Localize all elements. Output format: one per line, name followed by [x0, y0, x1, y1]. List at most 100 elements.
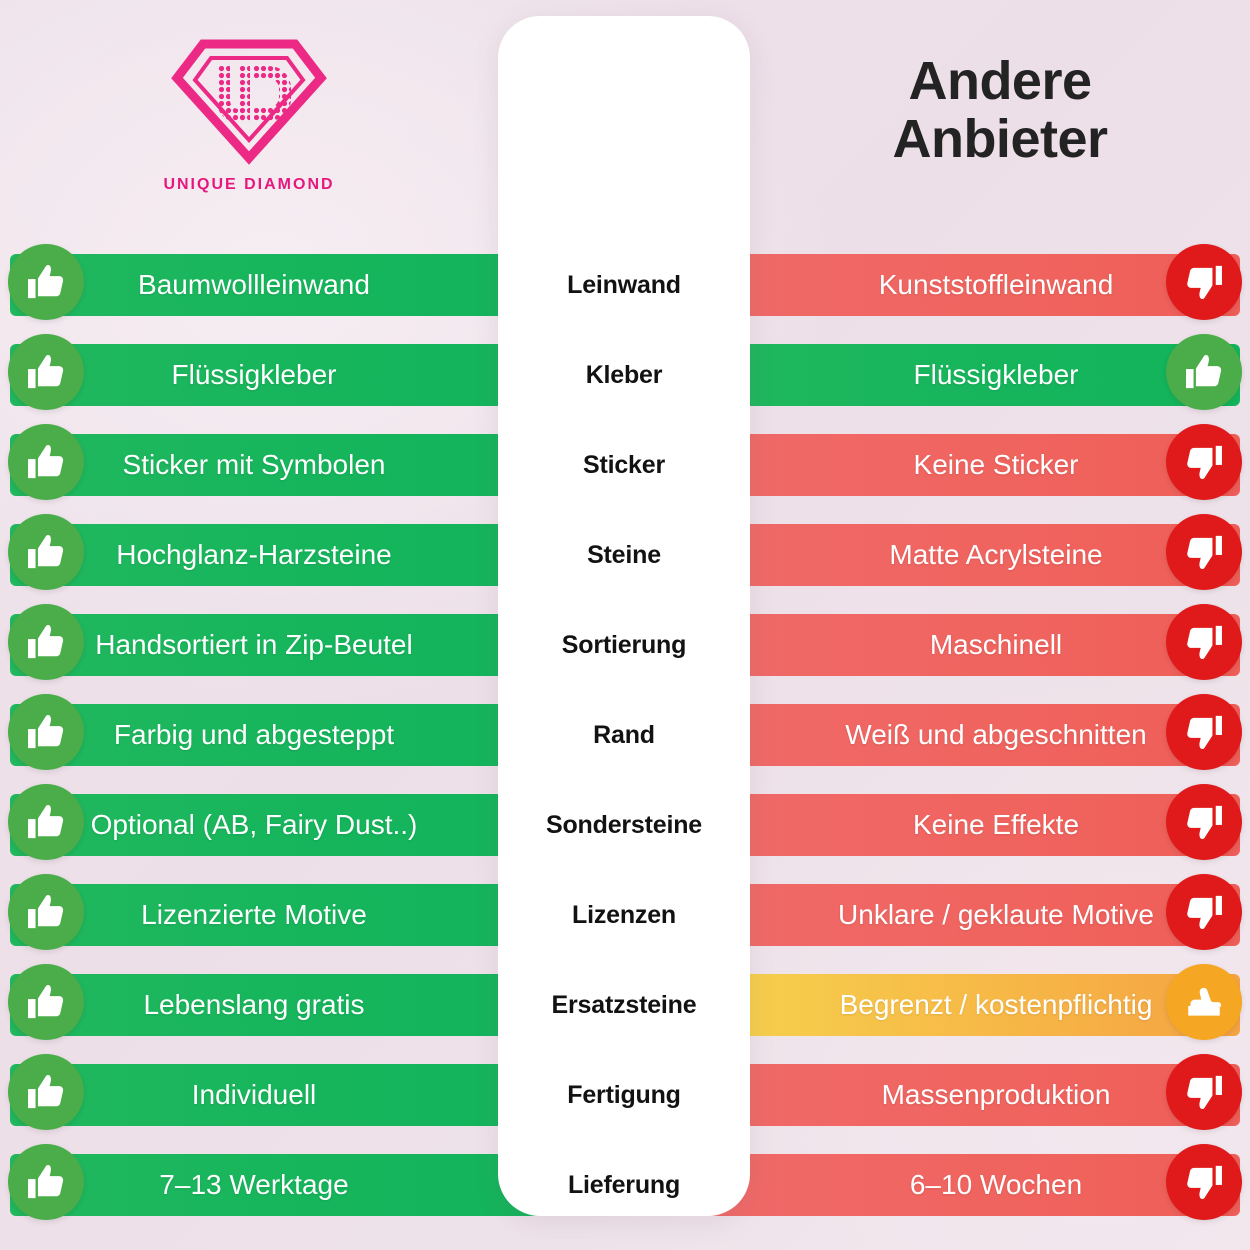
thumbs-down-icon	[1166, 424, 1242, 500]
other-provider-value-text: Weiß und abgeschnitten	[845, 719, 1147, 750]
thumbs-down-icon	[1166, 1144, 1242, 1220]
feature-label-text: Lieferung	[567, 1170, 681, 1199]
feature-label-text: Sondersteine	[546, 810, 702, 839]
comparison-row: Optional (AB, Fairy Dust..) Keine Effekte…	[0, 780, 1250, 870]
thumbs-up-icon	[8, 604, 84, 680]
thumbs-up-icon	[8, 784, 84, 860]
unique-diamond-value-text: Hochglanz-Harzsteine	[116, 539, 392, 570]
unique-diamond-value-text: Flüssigkleber	[171, 359, 337, 390]
thumbs-up-icon	[8, 694, 84, 770]
unique-diamond-value-bar: Hochglanz-Harzsteine	[10, 524, 560, 586]
rival-title-line1: Andere	[908, 51, 1092, 111]
thumbs-up-icon	[1166, 334, 1242, 410]
unique-diamond-value-bar: Flüssigkleber	[10, 344, 560, 406]
thumbs-up-icon	[8, 874, 84, 950]
comparison-row: Hochglanz-Harzsteine Matte Acrylsteine Ste…	[0, 510, 1250, 600]
unique-diamond-value-text: Individuell	[191, 1079, 317, 1110]
feature-label-text: Rand	[593, 720, 655, 749]
feature-label-text: Kleber	[585, 360, 663, 389]
other-provider-value-text: Massenproduktion	[881, 1079, 1111, 1110]
unique-diamond-value-bar: Lebenslang gratis	[10, 974, 560, 1036]
comparison-row: Sticker mit Symbolen Keine Sticker Sticker	[0, 420, 1250, 510]
feature-label: Steine	[498, 510, 750, 600]
thumbs-up-icon	[8, 514, 84, 590]
other-provider-value-bar: Begrenzt / kostenpflichtig	[690, 974, 1240, 1036]
comparison-row: Farbig und abgesteppt Weiß und abgeschnit…	[0, 690, 1250, 780]
other-provider-value-bar: Maschinell	[690, 614, 1240, 676]
feature-label: Kleber	[498, 330, 750, 420]
unique-diamond-value-bar: Farbig und abgesteppt	[10, 704, 560, 766]
other-provider-value-text: Unklare / geklaute Motive	[838, 899, 1154, 930]
other-provider-value-text: 6–10 Wochen	[909, 1169, 1083, 1200]
feature-label-text: Leinwand	[567, 270, 681, 299]
rival-title-line2: Anbieter	[892, 109, 1108, 170]
feature-label: Lieferung	[498, 1140, 750, 1230]
comparison-rows: Baumwollleinwand Kunststoffleinwand Leinwa…	[0, 240, 1250, 1230]
thumbs-down-icon	[1166, 244, 1242, 320]
feature-label-text: Sortierung	[561, 630, 687, 659]
thumbs-up-icon	[8, 244, 84, 320]
feature-label-text: Ersatzsteine	[551, 990, 697, 1019]
unique-diamond-value-bar: Sticker mit Symbolen	[10, 434, 560, 496]
thumbs-down-icon	[1166, 604, 1242, 680]
thumbs-down-icon	[1166, 514, 1242, 590]
other-provider-value-bar: Keine Effekte	[690, 794, 1240, 856]
other-provider-value-bar: Kunststoffleinwand	[690, 254, 1240, 316]
comparison-row: Lizenzierte Motive Unklare / geklaute Mot…	[0, 870, 1250, 960]
other-provider-value-text: Flüssigkleber	[913, 359, 1079, 390]
other-provider-value-bar: Matte Acrylsteine	[690, 524, 1240, 586]
unique-diamond-value-bar: Optional (AB, Fairy Dust..)	[10, 794, 560, 856]
other-provider-value-text: Begrenzt / kostenpflichtig	[839, 989, 1153, 1020]
comparison-row: Flüssigkleber Flüssigkleber Kleber	[0, 330, 1250, 420]
brand-block: UNIQUE DIAMOND	[0, 30, 498, 194]
unique-diamond-value-bar: Individuell	[10, 1064, 560, 1126]
thumbs-down-icon	[1166, 1054, 1242, 1130]
feature-label: Sortierung	[498, 600, 750, 690]
other-provider-value-bar: Flüssigkleber	[690, 344, 1240, 406]
other-provider-value-bar: Weiß und abgeschnitten	[690, 704, 1240, 766]
feature-label-text: Steine	[587, 540, 661, 569]
feature-label: Leinwand	[498, 240, 750, 330]
thumbs-up-icon	[8, 964, 84, 1040]
unique-diamond-value-text: Baumwollleinwand	[138, 269, 370, 300]
unique-diamond-value-text: Lebenslang gratis	[143, 989, 365, 1020]
unique-diamond-value-text: 7–13 Werktage	[159, 1169, 349, 1200]
thumbs-down-icon	[1166, 874, 1242, 950]
brand-name: UNIQUE DIAMOND	[163, 176, 335, 193]
rival-title: Andere Anbieter	[750, 52, 1250, 169]
other-provider-value-bar: 6–10 Wochen	[690, 1154, 1240, 1216]
diamond-logo-icon	[171, 39, 327, 165]
unique-diamond-value-text: Farbig und abgesteppt	[113, 719, 395, 750]
thumbs-up-icon	[8, 1054, 84, 1130]
unique-diamond-value-bar: Handsortiert in Zip-Beutel	[10, 614, 560, 676]
other-provider-value-bar: Massenproduktion	[690, 1064, 1240, 1126]
thumbs-up-icon	[8, 334, 84, 410]
feature-label: Sondersteine	[498, 780, 750, 870]
feature-label-text: Lizenzen	[572, 900, 676, 929]
thumbs-sideways-icon	[1166, 964, 1242, 1040]
comparison-row: Handsortiert in Zip-Beutel Maschinell Sort…	[0, 600, 1250, 690]
other-provider-value-bar: Keine Sticker	[690, 434, 1240, 496]
feature-label: Lizenzen	[498, 870, 750, 960]
comparison-row: Baumwollleinwand Kunststoffleinwand Leinwa…	[0, 240, 1250, 330]
thumbs-up-icon	[8, 424, 84, 500]
header: UNIQUE DIAMOND Andere Anbieter	[0, 0, 1250, 240]
feature-label: Ersatzsteine	[498, 960, 750, 1050]
feature-label: Sticker	[498, 420, 750, 510]
comparison-row: Lebenslang gratis Begrenzt / kostenpflich…	[0, 960, 1250, 1050]
thumbs-up-icon	[8, 1144, 84, 1220]
center-card	[498, 16, 750, 1216]
unique-diamond-value-text: Lizenzierte Motive	[141, 899, 367, 930]
feature-label-text: Fertigung	[567, 1080, 681, 1109]
other-provider-value-text: Kunststoffleinwand	[878, 269, 1114, 300]
other-provider-value-text: Maschinell	[929, 629, 1063, 660]
comparison-row: 7–13 Werktage 6–10 Wochen Lieferung	[0, 1140, 1250, 1230]
comparison-row: Individuell Massenproduktion Fertigung	[0, 1050, 1250, 1140]
other-provider-value-text: Keine Sticker	[913, 449, 1079, 480]
unique-diamond-value-text: Handsortiert in Zip-Beutel	[95, 629, 413, 660]
thumbs-down-icon	[1166, 694, 1242, 770]
feature-label: Rand	[498, 690, 750, 780]
feature-label-text: Sticker	[583, 450, 665, 479]
feature-label: Fertigung	[498, 1050, 750, 1140]
other-provider-value-text: Matte Acrylsteine	[889, 539, 1103, 570]
